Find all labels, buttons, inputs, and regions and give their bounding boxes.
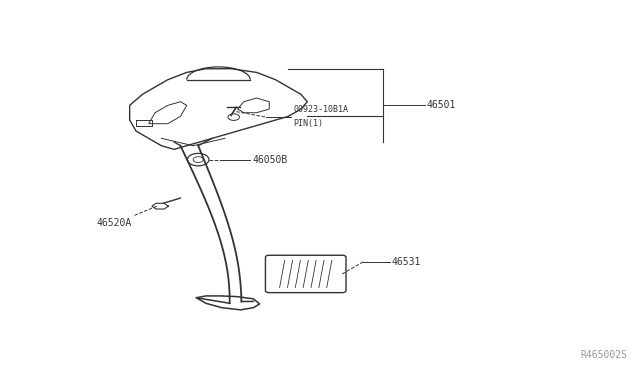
Text: 00923-10B1A: 00923-10B1A — [293, 105, 348, 114]
Text: 46531: 46531 — [392, 257, 421, 267]
Text: 46050B: 46050B — [252, 155, 287, 165]
Text: 46501: 46501 — [427, 100, 456, 110]
Text: 46520A: 46520A — [97, 218, 132, 228]
Text: PIN(1): PIN(1) — [293, 119, 323, 128]
Text: R465002S: R465002S — [580, 350, 628, 360]
